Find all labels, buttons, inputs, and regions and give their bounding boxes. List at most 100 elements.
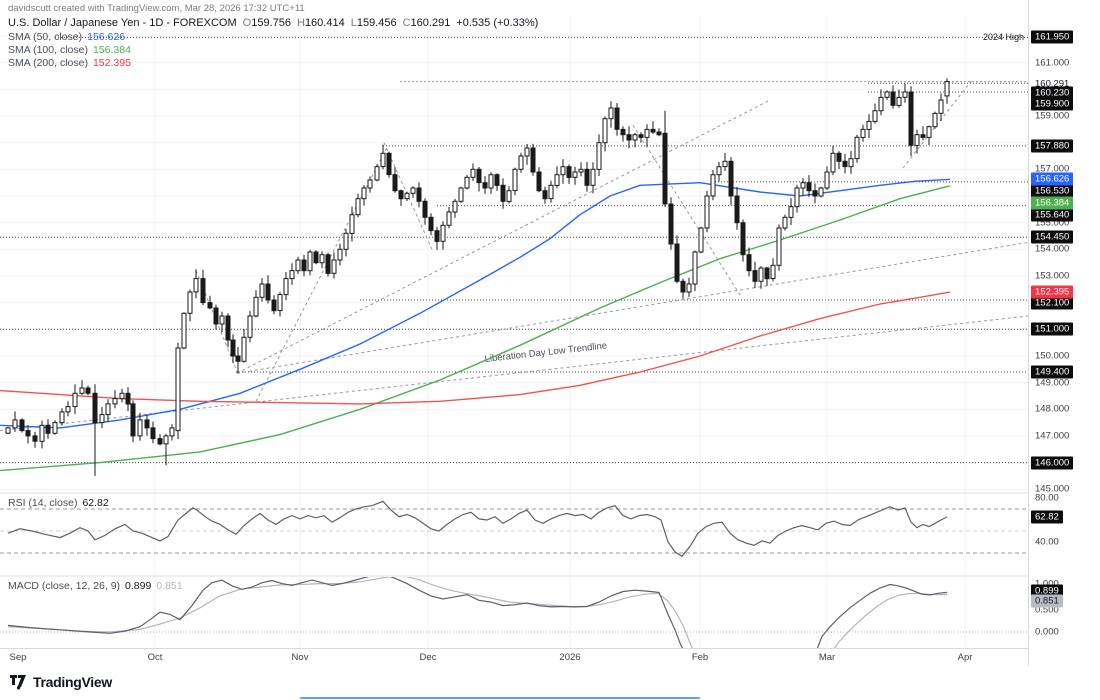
price-axis-label[interactable]: 159.000 (1035, 110, 1070, 122)
candle (355, 198, 361, 216)
candle (319, 254, 325, 264)
price-axis-label[interactable]: 160.291 (1035, 78, 1070, 90)
price-axis-label[interactable]: 154.000 (1035, 243, 1070, 255)
candle (130, 403, 136, 437)
candle (794, 187, 800, 208)
candle (782, 216, 788, 229)
candle (144, 419, 150, 429)
candle (235, 355, 241, 362)
macd-pane[interactable] (0, 574, 1028, 656)
time-axis-label-Apr[interactable]: Apr (957, 652, 973, 663)
trendlines[interactable]: Liberation Day Low Trendline (0, 79, 1028, 432)
candle (722, 160, 728, 168)
sma100-line[interactable] (0, 185, 951, 472)
candle (181, 312, 187, 349)
price-axis-label[interactable]: 156.626 (1031, 172, 1074, 186)
time-axis[interactable]: Sep Oct Nov Dec 2026 Feb Mar Apr (0, 648, 1028, 667)
price-axis-label[interactable]: 0.899 (1031, 584, 1063, 598)
sma-value: 156.384 (92, 44, 131, 56)
ohlc-key: H (296, 17, 305, 29)
price-axis-label[interactable]: 156.384 (1031, 196, 1074, 210)
bottom-scroll-indicator[interactable] (300, 697, 700, 699)
price-axis-label[interactable]: 80.00 (1035, 492, 1059, 504)
price-axis-label[interactable]: 161.000 (1035, 57, 1070, 69)
price-axis-label[interactable]: 160.230 (1031, 86, 1074, 100)
time-axis-label-Dec[interactable]: Dec (419, 652, 437, 663)
ohlc-key: L (350, 17, 357, 29)
trendline-3 (236, 100, 769, 374)
candle (596, 142, 602, 170)
time-axis-label-Oct[interactable]: Oct (147, 652, 163, 663)
price-axis-label[interactable]: 147.000 (1035, 430, 1070, 442)
price-axis-label[interactable]: 0.500 (1035, 604, 1059, 616)
price-axis-label[interactable]: 0.851 (1031, 594, 1063, 608)
price-axis-label[interactable]: 149.000 (1035, 377, 1070, 389)
candle (680, 280, 686, 293)
sma200-line[interactable] (0, 291, 951, 405)
trendline-4 (236, 241, 1028, 374)
macd-signal-value: 0.851 (156, 580, 183, 592)
price-axis-label[interactable]: 152.395 (1031, 285, 1074, 299)
price-axis-label[interactable]: 157.000 (1035, 163, 1070, 175)
sma-legend-row[interactable]: SMA (50, close) 156.626 (8, 31, 126, 43)
candle (896, 96, 902, 106)
candle (692, 251, 698, 285)
price-axis-label[interactable]: 148.000 (1035, 403, 1070, 415)
candle (482, 182, 488, 189)
price-axis[interactable]: 161.000 159.000 157.000 155.000 154.000 153.0… (1028, 0, 1100, 666)
chart-area[interactable]: Liberation Day Low Trendline davidscutt … (0, 0, 1100, 667)
price-axis-label[interactable]: 1.000 (1035, 579, 1059, 590)
candle (848, 158, 854, 168)
candlesticks[interactable] (5, 78, 950, 476)
time-axis-label-Feb[interactable]: Feb (691, 652, 709, 663)
price-axis-label[interactable]: 154.450 (1031, 230, 1074, 244)
candle (590, 168, 596, 186)
chart-canvas[interactable]: Liberation Day Low Trendline (0, 0, 1028, 666)
price-axis-label[interactable]: 156.530 (1031, 184, 1074, 198)
candle (602, 118, 608, 144)
candle (295, 259, 301, 272)
price-levels[interactable] (0, 36, 1028, 464)
price-axis-label[interactable]: 62.82 (1031, 510, 1063, 524)
sma-legend-row[interactable]: SMA (200, close) 152.395 (8, 57, 131, 69)
macd-legend[interactable]: MACD (close, 12, 26, 9) 0.899 0.851 (8, 580, 183, 592)
price-axis-label[interactable]: 150.000 (1035, 350, 1070, 362)
price-axis-label[interactable]: 161.950 (1031, 30, 1074, 44)
ohlc-value: 160.291 (410, 17, 451, 29)
time-axis-label-Mar[interactable]: Mar (818, 652, 836, 663)
candle (500, 184, 506, 202)
price-axis-label[interactable]: 155.640 (1031, 208, 1074, 222)
rsi-pane[interactable] (0, 500, 1028, 558)
rsi-legend[interactable]: RSI (14, close) 62.82 (8, 497, 109, 509)
tradingview-logo[interactable]: TradingView (10, 674, 112, 690)
candle (866, 120, 872, 130)
candle (530, 147, 536, 173)
time-axis-label-2026[interactable]: 2026 (559, 652, 581, 663)
price-axis-label[interactable]: 40.00 (1035, 536, 1059, 548)
price-axis-label[interactable]: 146.000 (1031, 456, 1074, 470)
candle (313, 251, 319, 264)
price-axis-label[interactable]: 153.000 (1035, 270, 1070, 282)
candle (836, 152, 842, 162)
sma-legend-row[interactable]: SMA (100, close) 156.384 (8, 44, 131, 56)
candle (548, 184, 554, 200)
candle (788, 206, 794, 218)
price-axis-label[interactable]: 157.880 (1031, 139, 1074, 153)
time-axis-label-Nov[interactable]: Nov (291, 652, 309, 663)
candle (175, 347, 181, 432)
candle (331, 259, 337, 274)
candle (157, 438, 163, 445)
symbol-legend[interactable]: U.S. Dollar / Japanese Yen - 1D - FOREXC… (8, 17, 538, 29)
price-axis-label[interactable]: 155.000 (1035, 217, 1070, 229)
sma50-line[interactable] (0, 178, 951, 429)
time-axis-label-Sep[interactable]: Sep (9, 652, 27, 663)
price-axis-label[interactable]: 159.900 (1031, 97, 1074, 111)
candle (349, 214, 355, 234)
price-axis-label[interactable]: 149.400 (1031, 365, 1074, 379)
price-axis-label[interactable]: 151.000 (1031, 322, 1074, 336)
price-axis-label[interactable]: 0.000 (1035, 626, 1059, 638)
candle (307, 251, 313, 272)
price-axis-label[interactable]: 152.100 (1031, 296, 1074, 310)
candle (926, 126, 932, 138)
price-axis-label[interactable]: 145.000 (1035, 483, 1070, 495)
